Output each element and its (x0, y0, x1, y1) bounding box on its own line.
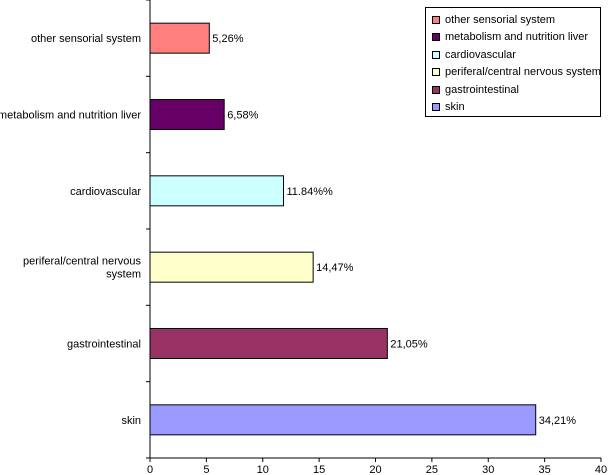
bar-5 (149, 404, 537, 436)
legend-label: gastrointestinal (445, 83, 519, 96)
value-label-5: 34,21% (539, 415, 577, 427)
x-tick-label: 15 (313, 464, 325, 475)
category-labels-group: other sensorial system metabolism and nut… (0, 33, 141, 427)
category-label-2: cardiovascular (70, 186, 141, 198)
category-label-line: cardiovascular (70, 186, 141, 198)
value-label-2: 11.84%% (286, 186, 332, 198)
bar-1 (149, 99, 225, 130)
category-label-line: skin (121, 415, 141, 427)
bar-4 (149, 328, 388, 359)
x-tick-label: 5 (203, 464, 209, 475)
legend-swatch (432, 85, 440, 94)
legend-swatch (432, 15, 440, 24)
category-label-3: periferal/central nervous system (23, 256, 142, 281)
axes-group: 0 5 10 15 20 25 30 35 40 (146, 0, 607, 475)
value-label-4: 21,05% (390, 339, 428, 351)
legend-label: skin (445, 101, 465, 114)
x-tick-label: 40 (595, 464, 607, 475)
legend-item: gastrointestinal (432, 81, 600, 99)
category-label-5: skin (121, 415, 141, 427)
category-label-line: other sensorial system (31, 33, 141, 45)
x-tick-label: 30 (482, 464, 494, 475)
bar-0 (149, 22, 210, 54)
legend: other sensorial system metabolism and nut… (425, 7, 601, 117)
category-label-4: gastrointestinal (67, 339, 141, 351)
value-label-1: 6,58% (227, 110, 258, 122)
category-label-0: other sensorial system (31, 33, 141, 45)
bar-3 (149, 251, 314, 283)
category-label-line: periferal/central nervous (23, 256, 142, 268)
category-label-1: metabolism and nutrition liver (0, 110, 141, 122)
legend-label: other sensorial system (445, 13, 556, 26)
legend-label: metabolism and nutrition liver (445, 31, 589, 44)
legend-label: periferal/central nervous system (445, 66, 601, 79)
legend-swatch (432, 103, 440, 112)
category-label-line: metabolism and nutrition liver (0, 110, 141, 122)
x-tick-label: 10 (257, 464, 269, 475)
bar-2 (149, 175, 284, 207)
bars-group (149, 22, 537, 436)
legend-label: cardiovascular (445, 48, 516, 61)
legend-swatch (432, 33, 440, 42)
legend-item: skin (432, 99, 600, 117)
legend-item: metabolism and nutrition liver (432, 29, 600, 47)
value-labels-group: 5,26% 6,58% 11.84%% 14,47% 21,05% 34,21% (212, 33, 576, 427)
legend-item: other sensorial system (432, 11, 600, 29)
value-label-0: 5,26% (212, 33, 243, 45)
legend-item: periferal/central nervous system (432, 64, 601, 82)
value-label-3: 14,47% (316, 262, 354, 274)
legend-swatch (432, 68, 440, 77)
legend-item: cardiovascular (432, 46, 600, 64)
category-label-line: gastrointestinal (67, 339, 141, 351)
x-tick-label: 35 (539, 464, 551, 475)
x-tick-label: 20 (369, 464, 381, 475)
legend-swatch (432, 50, 440, 59)
category-label-line: system (106, 269, 141, 281)
x-tick-label: 0 (147, 464, 153, 475)
x-tick-label: 25 (426, 464, 438, 475)
